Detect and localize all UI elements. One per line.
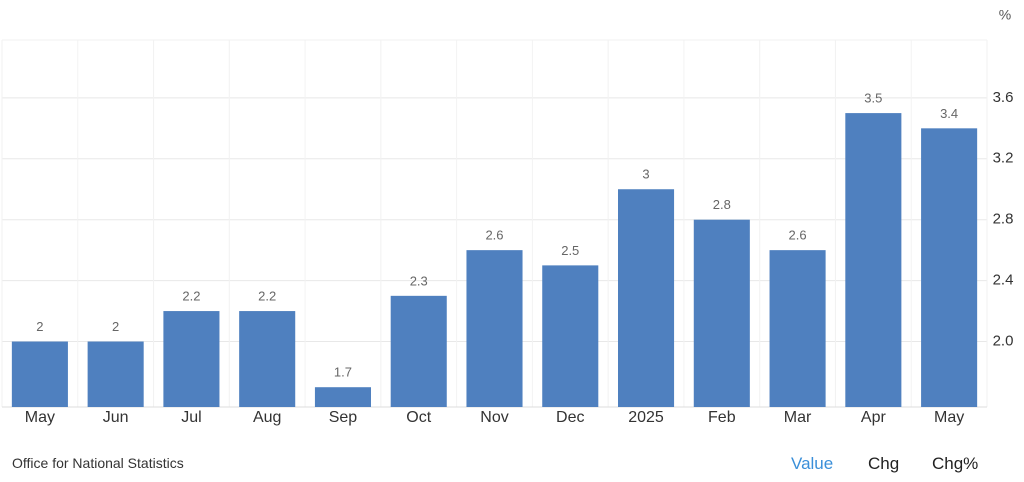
x-tick-label: Oct <box>406 409 431 426</box>
tab-chg-pct[interactable]: Chg% <box>932 454 979 473</box>
bar <box>239 311 296 407</box>
x-tick-label: Feb <box>708 409 736 426</box>
bar <box>542 265 599 407</box>
value-label: 2.2 <box>182 288 200 303</box>
bar <box>314 387 371 407</box>
x-tick-label: Nov <box>480 409 508 426</box>
tab-value[interactable]: Value <box>791 454 834 473</box>
value-label: 2.2 <box>258 288 276 303</box>
value-label: 3 <box>642 167 649 182</box>
y-tick-label: 2.8 <box>993 211 1014 228</box>
x-tick-label: Mar <box>784 409 812 426</box>
value-label: 3.4 <box>940 106 958 121</box>
x-tick-label: May <box>25 409 55 426</box>
value-label: 2 <box>36 319 43 334</box>
x-tick-label: Jul <box>181 409 201 426</box>
value-label: 2.3 <box>410 273 428 288</box>
tab-chg[interactable]: Chg <box>868 454 900 473</box>
x-tick-label: 2025 <box>628 409 664 426</box>
value-label: 2.6 <box>789 228 807 243</box>
x-tick-label: Aug <box>253 409 281 426</box>
bar <box>693 219 750 407</box>
source: Office for National Statistics <box>12 455 184 471</box>
bar <box>845 113 902 408</box>
bar <box>921 128 978 407</box>
bar <box>87 341 144 407</box>
value-label: 2.6 <box>485 228 503 243</box>
value-label: 2 <box>112 319 119 334</box>
bar <box>11 341 68 407</box>
value-label: 2.8 <box>713 197 731 212</box>
bar <box>769 250 826 407</box>
x-tick-label: Apr <box>861 409 887 426</box>
bar <box>466 250 523 407</box>
x-tick-label: Sep <box>329 409 358 426</box>
y-tick-label: 2.0 <box>993 332 1014 349</box>
y-tick-label: 3.2 <box>993 150 1014 167</box>
x-tick-label: May <box>934 409 964 426</box>
x-tick-label: Jun <box>103 409 129 426</box>
bar <box>390 295 447 407</box>
x-tick-label: Dec <box>556 409 584 426</box>
y-tick-label: 3.6 <box>993 89 1014 106</box>
y-unit: % <box>999 7 1011 23</box>
value-label: 3.5 <box>864 91 882 106</box>
value-label: 2.5 <box>561 243 579 258</box>
bar <box>618 189 675 407</box>
bar <box>163 311 220 407</box>
value-label: 1.7 <box>334 365 352 380</box>
y-tick-label: 2.4 <box>993 272 1014 289</box>
chart: % 2.0 2.4 2.8 3.2 3.6 2 May 2 Jun 2.2 Jul 2.2 Aug 1.7… <box>1 7 1014 426</box>
